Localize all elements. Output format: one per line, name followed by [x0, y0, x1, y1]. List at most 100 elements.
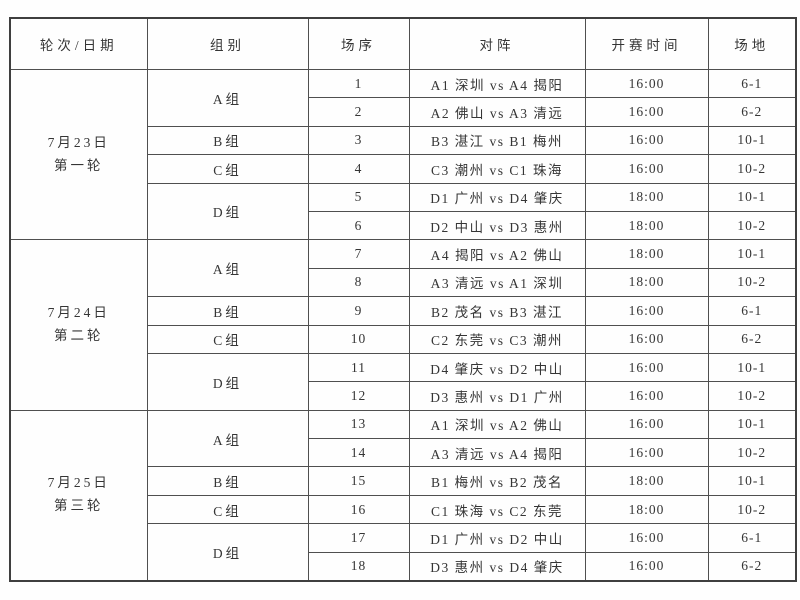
venue-cell: 10-1 [707, 182, 797, 212]
match-no-cell: 14 [307, 438, 410, 468]
pairing-cell: A3 清远 vs A4 揭阳 [408, 438, 586, 468]
venue-cell: 10-1 [707, 239, 797, 269]
start-time-cell: 18:00 [584, 466, 709, 496]
schedule-table-header: 轮次/日期 组别 场序 对阵 开赛时间 场地 [9, 17, 797, 70]
pairing-cell: A4 揭阳 vs A2 佛山 [408, 239, 586, 269]
match-row: 14 A3 清远 vs A4 揭阳 16:00 10-2 [10, 438, 797, 468]
group-cell: B组 [146, 466, 309, 496]
start-time-cell: 16:00 [584, 125, 709, 156]
group-cell: A组 [146, 239, 309, 298]
match-no-cell: 8 [307, 267, 410, 298]
header-venue: 场地 [707, 17, 797, 70]
header-start-time: 开赛时间 [584, 17, 709, 70]
start-time-cell: 16:00 [584, 296, 709, 326]
pairing-cell: C2 东莞 vs C3 潮州 [408, 324, 586, 354]
match-no-cell: 16 [307, 494, 410, 525]
venue-cell: 10-2 [707, 381, 797, 411]
match-no-cell: 11 [307, 352, 410, 383]
group-cell: C组 [146, 494, 309, 525]
group-cell: A组 [146, 409, 309, 468]
header-row: 轮次/日期 组别 场序 对阵 开赛时间 场地 [9, 17, 797, 70]
pairing-cell: D4 肇庆 vs D2 中山 [408, 352, 586, 383]
venue-cell: 10-1 [707, 352, 797, 383]
match-row: D组 5 D1 广州 vs D4 肇庆 18:00 10-1 [10, 182, 797, 241]
pairing-cell: D1 广州 vs D4 肇庆 [408, 182, 586, 212]
match-no-cell: 13 [307, 409, 410, 440]
match-no-cell: 17 [307, 523, 410, 553]
start-time-cell: 18:00 [584, 267, 709, 298]
match-row: D组 17 D1 广州 vs D2 中山 16:00 6-1 [10, 523, 797, 582]
group-cell: B组 [146, 296, 309, 326]
start-time-cell: 16:00 [584, 68, 709, 99]
match-row: 7月25日 第三轮 A组 13 A1 深圳 vs A2 佛山 16:00 10-1 [9, 409, 797, 582]
venue-cell: 6-2 [707, 551, 797, 582]
pairing-cell: A2 佛山 vs A3 清远 [408, 97, 586, 127]
start-time-cell: 16:00 [584, 551, 709, 582]
match-row: B组 3 B3 湛江 vs B1 梅州 16:00 10-1 [10, 125, 797, 156]
schedule-table-body: 7月23日 第一轮 A组 1 A1 深圳 vs A4 揭阳 16:00 6-1 2 A2 佛山 … [9, 68, 797, 582]
match-no-cell: 12 [307, 381, 410, 411]
venue-cell: 10-1 [707, 466, 797, 496]
match-row: C组 4 C3 潮州 vs C1 珠海 16:00 10-2 [10, 154, 797, 184]
start-time-cell: 16:00 [584, 438, 709, 468]
start-time-cell: 16:00 [584, 154, 709, 184]
match-no-cell: 7 [307, 239, 410, 269]
match-row: 12 D3 惠州 vs D1 广州 16:00 10-2 [10, 381, 797, 411]
venue-cell: 6-2 [707, 324, 797, 354]
pairing-cell: B1 梅州 vs B2 茂名 [408, 466, 586, 496]
start-time-cell: 18:00 [584, 210, 709, 241]
match-row: 6 D2 中山 vs D3 惠州 18:00 10-2 [10, 210, 797, 241]
start-time-cell: 16:00 [584, 409, 709, 440]
match-no-cell: 6 [307, 210, 410, 241]
group-cell: C组 [146, 154, 309, 184]
start-time-cell: 18:00 [584, 182, 709, 212]
start-time-cell: 18:00 [584, 494, 709, 525]
header-match-no: 场序 [307, 17, 410, 70]
venue-cell: 6-2 [707, 97, 797, 127]
pairing-cell: A1 深圳 vs A2 佛山 [408, 409, 586, 440]
round-label: 第三轮 [54, 498, 104, 514]
group-cell: A组 [146, 69, 309, 127]
match-no-cell: 5 [307, 182, 410, 212]
start-time-cell: 18:00 [584, 239, 709, 269]
match-row: 7月23日 第一轮 A组 1 A1 深圳 vs A4 揭阳 16:00 6-1 [9, 68, 797, 241]
pairing-cell: D2 中山 vs D3 惠州 [408, 210, 586, 241]
venue-cell: 6-1 [707, 68, 797, 99]
venue-cell: 6-1 [707, 296, 797, 326]
header-group: 组别 [146, 17, 309, 70]
schedule-table: 轮次/日期 组别 场序 对阵 开赛时间 场地 7月23日 第一轮 A组 1 A1 深圳 … [9, 17, 797, 583]
round-date: 7月23日 [47, 134, 110, 150]
match-row: 8 A3 清远 vs A1 深圳 18:00 10-2 [10, 267, 797, 298]
round-date: 7月25日 [47, 475, 110, 491]
match-no-cell: 15 [307, 466, 410, 496]
match-row: C组 10 C2 东莞 vs C3 潮州 16:00 6-2 [10, 324, 797, 354]
venue-cell: 10-2 [707, 154, 797, 184]
pairing-cell: D3 惠州 vs D1 广州 [408, 381, 586, 411]
match-no-cell: 10 [307, 324, 410, 354]
group-cell: D组 [146, 182, 309, 241]
match-no-cell: 2 [307, 97, 410, 127]
pairing-cell: B2 茂名 vs B3 湛江 [408, 296, 586, 326]
round-date-cell: 7月23日第一轮 [9, 68, 148, 241]
match-no-cell: 18 [307, 551, 410, 582]
round-date: 7月24日 [47, 305, 110, 321]
match-row: B组 15 B1 梅州 vs B2 茂名 18:00 10-1 [10, 466, 797, 496]
match-no-cell: 3 [307, 125, 410, 156]
header-round-date: 轮次/日期 [9, 17, 148, 70]
group-cell: D组 [146, 523, 309, 582]
start-time-cell: 16:00 [584, 381, 709, 411]
venue-cell: 10-2 [707, 494, 797, 525]
round-label: 第一轮 [54, 157, 104, 173]
venue-cell: 10-1 [707, 125, 797, 156]
start-time-cell: 16:00 [584, 352, 709, 383]
pairing-cell: B3 湛江 vs B1 梅州 [408, 125, 586, 156]
pairing-cell: D3 惠州 vs D4 肇庆 [408, 551, 586, 582]
match-row: 7月24日 第二轮 A组 7 A4 揭阳 vs A2 佛山 18:00 10-1 [9, 239, 797, 411]
start-time-cell: 16:00 [584, 324, 709, 354]
header-pairing: 对阵 [408, 17, 586, 70]
pairing-cell: D1 广州 vs D2 中山 [408, 523, 586, 553]
venue-cell: 10-2 [707, 267, 797, 298]
match-no-cell: 9 [307, 296, 410, 326]
match-row: C组 16 C1 珠海 vs C2 东莞 18:00 10-2 [10, 494, 797, 525]
match-row: 18 D3 惠州 vs D4 肇庆 16:00 6-2 [10, 551, 797, 582]
